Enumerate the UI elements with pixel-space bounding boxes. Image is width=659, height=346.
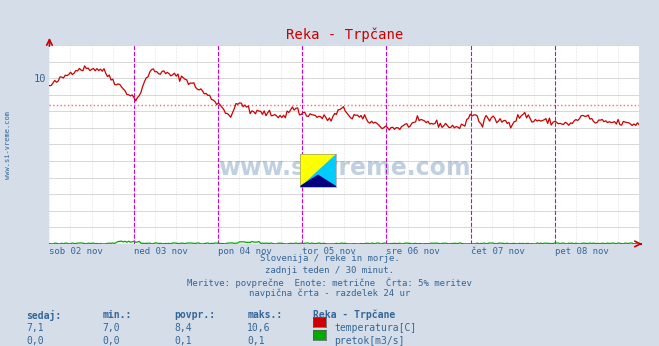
Text: zadnji teden / 30 minut.: zadnji teden / 30 minut.: [265, 266, 394, 275]
Text: Meritve: povprečne  Enote: metrične  Črta: 5% meritev: Meritve: povprečne Enote: metrične Črta:…: [187, 277, 472, 288]
Text: 8,4: 8,4: [175, 323, 192, 333]
Polygon shape: [300, 154, 336, 187]
Polygon shape: [300, 154, 336, 187]
Text: 0,1: 0,1: [175, 336, 192, 346]
Text: Reka - Trpčane: Reka - Trpčane: [313, 310, 395, 320]
Text: temperatura[C]: temperatura[C]: [334, 323, 416, 333]
Text: 10,6: 10,6: [247, 323, 271, 333]
Text: sedaj:: sedaj:: [26, 310, 61, 321]
Text: www.si-vreme.com: www.si-vreme.com: [218, 156, 471, 180]
Text: www.si-vreme.com: www.si-vreme.com: [5, 111, 11, 179]
Polygon shape: [300, 154, 336, 187]
Text: navpična črta - razdelek 24 ur: navpična črta - razdelek 24 ur: [249, 289, 410, 298]
Text: povpr.:: povpr.:: [175, 310, 215, 320]
Text: pretok[m3/s]: pretok[m3/s]: [334, 336, 405, 346]
Text: Slovenija / reke in morje.: Slovenija / reke in morje.: [260, 254, 399, 263]
Title: Reka - Trpčane: Reka - Trpčane: [286, 28, 403, 43]
Text: 0,0: 0,0: [26, 336, 44, 346]
Text: min.:: min.:: [102, 310, 132, 320]
Text: 0,1: 0,1: [247, 336, 265, 346]
Text: 0,0: 0,0: [102, 336, 120, 346]
Polygon shape: [300, 175, 336, 187]
Text: 7,0: 7,0: [102, 323, 120, 333]
Text: 7,1: 7,1: [26, 323, 44, 333]
Text: maks.:: maks.:: [247, 310, 282, 320]
